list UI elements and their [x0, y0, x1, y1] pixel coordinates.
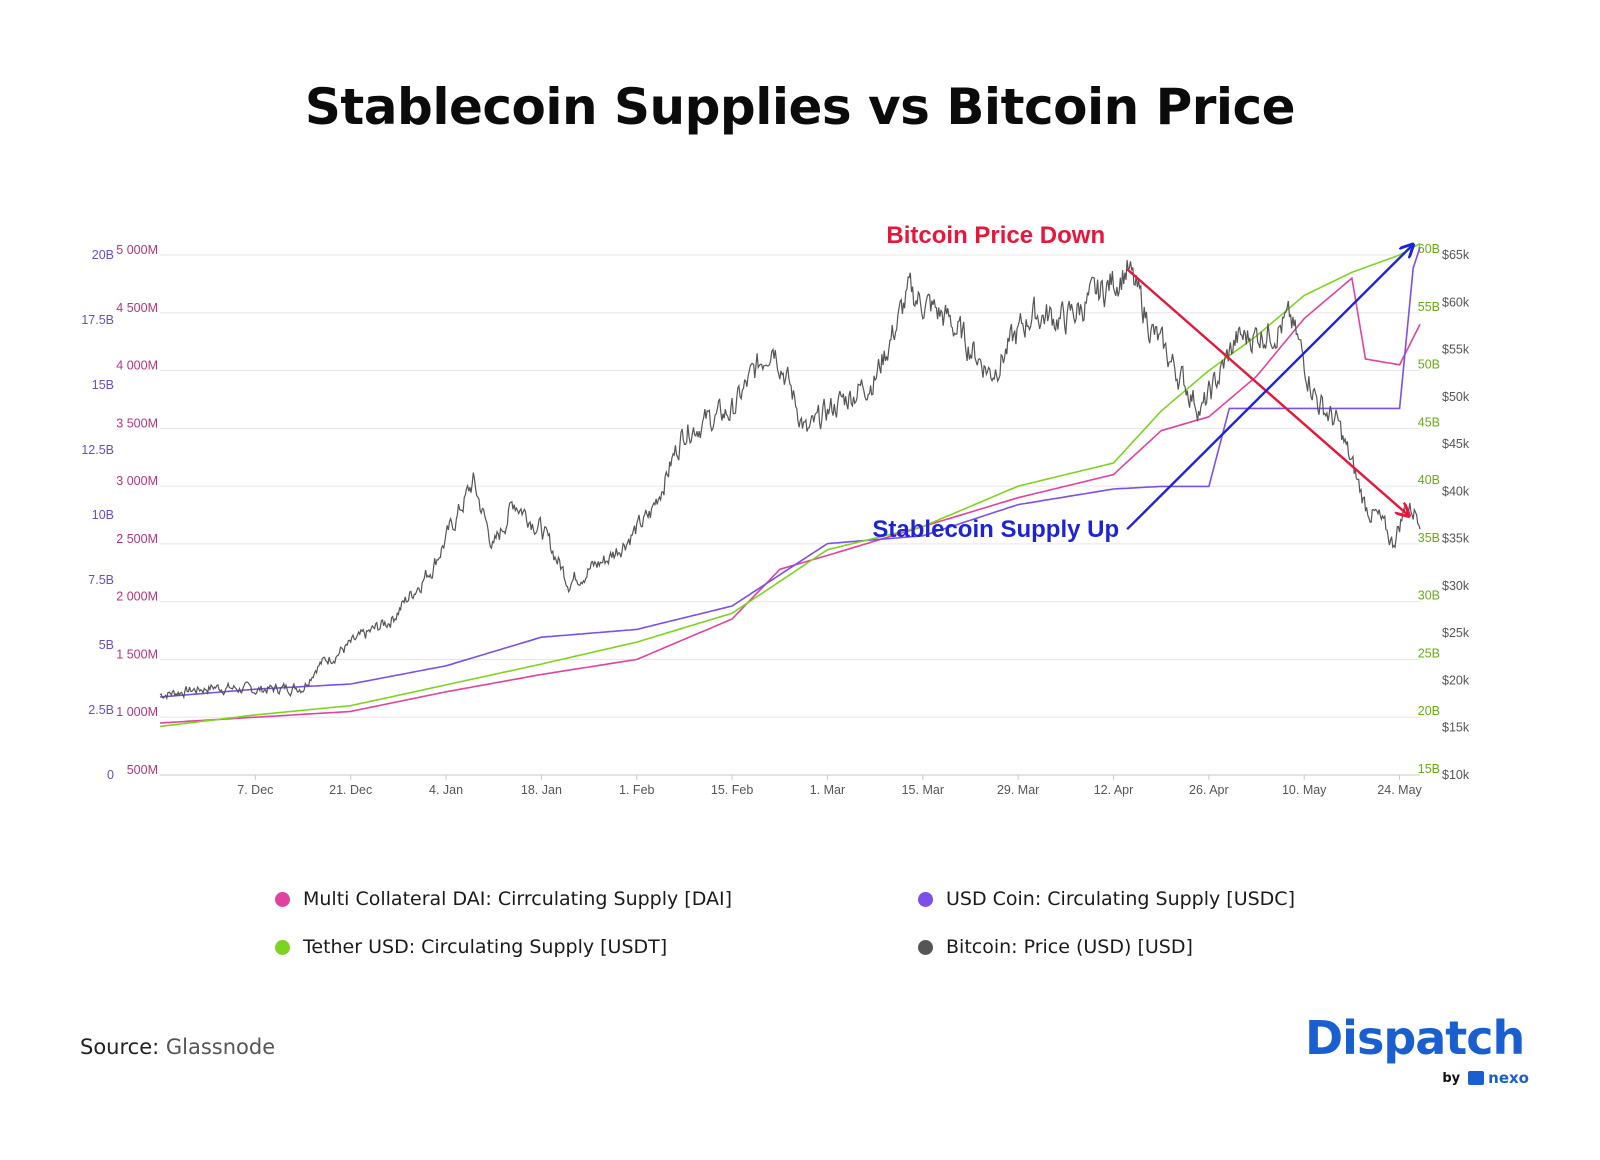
btc-axis-tick-label: $65k: [1442, 248, 1470, 262]
dai-axis-tick-label: 3 000M: [116, 474, 158, 488]
usdt-axis-tick-label: 60B: [1418, 242, 1440, 256]
btc-axis-tick-label: $20k: [1442, 673, 1470, 687]
legend-label-usdt: Tether USD: Circulating Supply [USDT]: [303, 936, 668, 958]
x-tick-label: 29. Mar: [997, 783, 1039, 797]
legend-label-dai: Multi Collateral DAI: Cirrculating Suppl…: [303, 888, 733, 910]
legend-label-usdc: USD Coin: Circulating Supply [USDC]: [946, 888, 1295, 910]
legend-item-dai: Multi Collateral DAI: Cirrculating Suppl…: [275, 888, 732, 910]
dai-axis-tick-label: 2 000M: [116, 590, 158, 604]
series-line-btc: [159, 260, 1421, 701]
x-tick-label: 4. Jan: [429, 783, 463, 797]
brand-by: by: [1442, 1070, 1461, 1086]
usdt-axis-tick-label: 25B: [1418, 646, 1440, 660]
chart-title: Stablecoin Supplies vs Bitcoin Price: [304, 78, 1296, 136]
usdc-axis-tick-label: 20B: [92, 248, 114, 262]
btc-axis-tick-label: $25k: [1442, 626, 1470, 640]
btc-axis-tick-label: $30k: [1442, 579, 1470, 593]
usdt-axis-tick-label: 55B: [1418, 300, 1440, 314]
legend-swatch-usdt: [275, 939, 290, 955]
btc-axis-tick-label: $45k: [1442, 437, 1470, 451]
dai-axis-tick-label: 4 000M: [116, 359, 158, 373]
btc-axis-tick-label: $55k: [1442, 343, 1470, 357]
usdt-axis-tick-label: 50B: [1418, 358, 1440, 372]
annotation-arrow-up: [1126, 246, 1412, 531]
x-tick-label: 1. Mar: [810, 783, 845, 797]
usdc-axis-tick-label: 12.5B: [81, 443, 114, 457]
usdc-axis-tick-label: 10B: [92, 508, 114, 522]
x-tick-label: 24. May: [1377, 783, 1422, 797]
source-note: Source: Glassnode: [80, 1035, 275, 1059]
brand-logo: Dispatch by nexo: [1305, 1015, 1535, 1095]
dai-axis-tick-label: 500M: [127, 763, 158, 777]
brand-name: Dispatch: [1305, 1011, 1525, 1065]
btc-axis-tick-label: $15k: [1442, 721, 1470, 735]
series-line-usdt: [159, 242, 1421, 728]
legend-swatch-dai: [275, 891, 290, 907]
usdc-axis-tick-label: 7.5B: [88, 573, 114, 587]
usdc-axis-tick-label: 2.5B: [88, 703, 114, 717]
series-line-usdc: [159, 246, 1421, 698]
annotation-label-down: Bitcoin Price Down: [886, 222, 1105, 249]
btc-axis-tick-label: $10k: [1442, 768, 1470, 782]
legend-swatch-usdc: [918, 891, 933, 907]
usdt-axis-tick-label: 35B: [1418, 531, 1440, 545]
btc-axis-tick-label: $40k: [1442, 484, 1470, 498]
btc-axis-tick-label: $50k: [1442, 390, 1470, 404]
legend-swatch-btc: [918, 939, 933, 955]
annotation-arrow-down: [1126, 268, 1408, 515]
x-tick-label: 15. Mar: [902, 783, 944, 797]
x-tick-label: 7. Dec: [237, 783, 273, 797]
x-tick-label: 21. Dec: [329, 783, 372, 797]
dai-axis-tick-label: 4 500M: [116, 301, 158, 315]
chart-svg: 0 2.5B 5B 7.5B 10B 12.5B 15B 17.5B 20B 500M 1 000M…: [81, 222, 1470, 797]
dai-axis-tick-label: 2 500M: [116, 532, 158, 546]
legend-label-btc: Bitcoin: Price (USD) [USD]: [946, 936, 1193, 958]
source-value: Glassnode: [165, 1035, 276, 1059]
brand-byline: by nexo: [1442, 1069, 1529, 1087]
x-tick-label: 18. Jan: [521, 783, 562, 797]
dai-axis-tick-label: 5 000M: [116, 243, 158, 257]
legend-item-btc: Bitcoin: Price (USD) [USD]: [918, 936, 1193, 958]
nexo-icon: [1468, 1071, 1485, 1085]
usdt-axis-tick-label: 15B: [1418, 762, 1440, 776]
annotation-label-up: Stablecoin Supply Up: [872, 516, 1119, 543]
x-tick-label: 1. Feb: [619, 783, 654, 797]
legend-item-usdc: USD Coin: Circulating Supply [USDC]: [918, 888, 1295, 910]
x-tick-label: 15. Feb: [711, 783, 753, 797]
chart-area: 0 2.5B 5B 7.5B 10B 12.5B 15B 17.5B 20B 500M 1 000M…: [81, 222, 1470, 797]
x-tick-label: 26. Apr: [1189, 783, 1229, 797]
usdc-axis-tick-label: 15B: [92, 378, 114, 392]
usdc-axis-tick-label: 5B: [99, 638, 114, 652]
dai-axis-tick-label: 3 500M: [116, 416, 158, 430]
legend: Multi Collateral DAI: Cirrculating Suppl…: [0, 888, 1600, 998]
usdc-axis-tick-label: 17.5B: [81, 313, 114, 327]
usdt-axis-tick-label: 20B: [1418, 704, 1440, 718]
dai-axis-tick-label: 1 500M: [116, 647, 158, 661]
dai-axis-tick-label: 1 000M: [116, 705, 158, 719]
usdt-axis-tick-label: 45B: [1418, 415, 1440, 429]
btc-axis-tick-label: $60k: [1442, 295, 1470, 309]
source-label: Source:: [80, 1035, 160, 1059]
brand-partner: nexo: [1488, 1069, 1529, 1087]
btc-axis-tick-label: $35k: [1442, 532, 1470, 546]
legend-item-usdt: Tether USD: Circulating Supply [USDT]: [275, 936, 667, 958]
usdt-axis-tick-label: 30B: [1418, 589, 1440, 603]
x-tick-label: 10. May: [1282, 783, 1327, 797]
usdt-axis-tick-label: 40B: [1418, 473, 1440, 487]
series-line-dai: [159, 276, 1421, 724]
usdc-axis-tick-label: 0: [107, 768, 114, 782]
x-tick-label: 12. Apr: [1094, 783, 1134, 797]
